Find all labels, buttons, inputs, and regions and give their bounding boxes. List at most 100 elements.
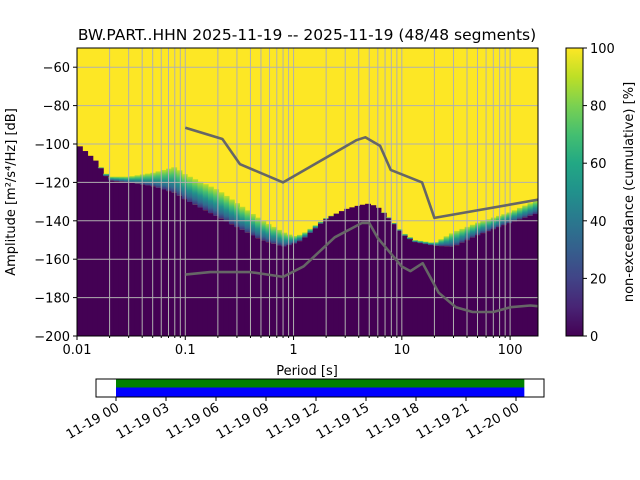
ppsd-column-band xyxy=(412,240,419,243)
grid-lines xyxy=(77,48,538,336)
ppsd-column-band xyxy=(207,186,214,214)
ppsd-column-low xyxy=(160,189,167,336)
ppsd-column-low xyxy=(255,238,261,336)
ppsd-column-low xyxy=(527,215,534,336)
ppsd-column-low xyxy=(249,235,256,336)
colorbar-tick-label: 60 xyxy=(590,157,607,172)
ppsd-column-low xyxy=(228,224,235,336)
ppsd-column-low xyxy=(433,245,440,336)
ppsd-column-band xyxy=(223,195,230,222)
colorbar-tick-label: 80 xyxy=(590,100,607,115)
ppsd-column-low xyxy=(485,231,492,336)
ppsd-column-band xyxy=(532,200,538,215)
ppsd-column-band xyxy=(192,179,199,205)
ppsd-column-low xyxy=(375,207,382,336)
timeline-tick-label: 11-19 12 xyxy=(264,400,322,442)
ppsd-column-low xyxy=(443,246,450,336)
ppsd-column-low xyxy=(181,199,188,336)
ppsd-column-band xyxy=(244,210,251,233)
timeline-segments-bar xyxy=(116,379,525,388)
ppsd-column-low xyxy=(197,207,204,336)
y-tick-label: −160 xyxy=(34,253,70,268)
ppsd-column-low xyxy=(108,180,115,336)
ppsd-column-low xyxy=(386,218,392,336)
ppsd-column-low xyxy=(113,181,120,336)
ppsd-column-low xyxy=(459,242,466,336)
ppsd-column-low xyxy=(139,184,146,336)
ppsd-column-band xyxy=(427,242,434,246)
ppsd-column-low xyxy=(312,228,319,336)
ppsd-column-low xyxy=(480,233,487,336)
ppsd-column-band xyxy=(407,237,413,240)
timeline-tick-label: 11-19 09 xyxy=(214,400,272,442)
ppsd-column-low xyxy=(286,245,293,336)
timeline-tick-label: 11-19 15 xyxy=(314,400,372,442)
ppsd-column-low xyxy=(469,237,476,336)
ppsd-column-band xyxy=(485,219,492,232)
x-tick-label: 100 xyxy=(498,343,523,358)
ppsd-column-low xyxy=(317,223,324,336)
ppsd-column-band xyxy=(103,173,110,177)
ppsd-column-low xyxy=(427,245,434,336)
x-tick-label: 0.01 xyxy=(63,343,92,358)
ppsd-column-low xyxy=(155,187,162,336)
ppsd-column-low xyxy=(359,204,366,336)
plot-frame xyxy=(76,47,539,337)
ppsd-column-band xyxy=(181,174,188,200)
ppsd-column-band xyxy=(433,242,440,246)
ppsd-column-band xyxy=(129,176,136,183)
ppsd-column-low xyxy=(134,183,141,336)
timeline-border xyxy=(95,378,545,398)
ppsd-column-low xyxy=(171,192,178,336)
ppsd-column-low xyxy=(92,160,99,336)
ppsd-column-low xyxy=(276,245,282,336)
colorbar-tick-label: 20 xyxy=(590,272,607,287)
ppsd-column-band xyxy=(108,176,115,181)
colorbar xyxy=(565,47,584,337)
ppsd-column-band xyxy=(255,217,261,239)
ppsd-column-low xyxy=(150,186,157,336)
ppsd-column-low xyxy=(328,216,335,336)
ppsd-column-low xyxy=(97,168,104,336)
ppsd-column-low xyxy=(396,230,403,336)
x-axis-label: Period [s] xyxy=(276,364,338,379)
ppsd-column-band xyxy=(171,167,178,193)
ppsd-column-low xyxy=(448,246,455,336)
ppsd-column-band xyxy=(297,234,303,242)
ppsd-column-band xyxy=(328,215,335,217)
ppsd-column-low xyxy=(192,204,199,336)
ppsd-column-band xyxy=(176,170,183,196)
ppsd-column-band xyxy=(187,176,193,202)
ppsd-plot-area xyxy=(77,48,538,336)
ppsd-column-low xyxy=(401,235,408,336)
ppsd-column-band xyxy=(139,174,146,185)
x-tick-label: 10 xyxy=(394,343,411,358)
ppsd-column-band xyxy=(522,205,529,218)
axes: 0.01 0.1 1 10 100 −60 −80 −100 −120 −140 −160 −180 −… xyxy=(34,61,522,358)
ppsd-column-low xyxy=(265,242,272,336)
ppsd-column-band xyxy=(281,232,288,247)
ppsd-column-low xyxy=(522,217,529,336)
ppsd-column-band xyxy=(511,210,518,222)
colorbar-axis: 0 20 40 60 80 100 xyxy=(583,42,615,345)
ppsd-column-band xyxy=(113,176,120,182)
ppsd-column-band xyxy=(97,167,104,169)
ppsd-column-low xyxy=(391,224,398,336)
ppsd-column-band xyxy=(145,173,151,186)
ppsd-column-low xyxy=(417,243,424,336)
ppsd-column-band xyxy=(317,221,324,224)
ppsd-column-band xyxy=(469,224,476,238)
ppsd-column-low xyxy=(260,240,267,336)
ppsd-column-low xyxy=(207,213,214,336)
ppsd-column-band xyxy=(160,169,167,190)
ppsd-column-band xyxy=(391,222,398,225)
ppsd-column-low xyxy=(438,246,445,336)
ppsd-column-band xyxy=(527,203,534,216)
ppsd-column-band xyxy=(422,241,429,245)
ppsd-column-band xyxy=(155,171,162,188)
ppsd-column-band xyxy=(270,226,277,244)
ppsd-column-band xyxy=(197,181,204,208)
ppsd-column-low xyxy=(370,205,377,336)
ppsd-column-band xyxy=(443,236,450,247)
ppsd-column-low xyxy=(281,246,288,336)
